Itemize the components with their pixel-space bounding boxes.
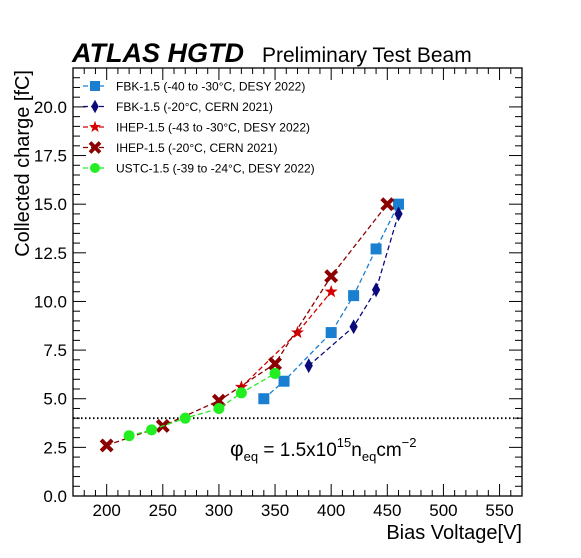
series-line-1 <box>308 213 400 367</box>
data-point-3-0 <box>99 438 114 453</box>
series-line-3 <box>106 203 388 447</box>
y-tick-label: 2.5 <box>43 438 67 457</box>
data-point-3-2 <box>211 393 226 408</box>
data-point-4-1 <box>146 424 158 436</box>
legend-marker-2 <box>89 120 101 133</box>
experiment-label: ATLAS HGTD <box>71 38 244 68</box>
plot-area: 200 250 300 350 400 450 500 550 0.0 2.5 5.0 7.5 10.0… <box>34 67 523 520</box>
data-point-4-5 <box>269 367 281 379</box>
x-tick-label: 350 <box>261 501 289 520</box>
legend-label-4: USTC-1.5 (-39 to -24°C, DESY 2022) <box>116 162 315 176</box>
data-point-1-0 <box>304 358 313 374</box>
data-point-3-4 <box>324 269 339 284</box>
y-tick-label: 7.5 <box>43 341 67 360</box>
legend-label-0: FBK-1.5 (-40 to -30°C, DESY 2022) <box>116 80 305 94</box>
series-line-2 <box>240 291 332 388</box>
data-point-0-5 <box>393 198 405 210</box>
x-tick-label: 200 <box>92 501 120 520</box>
legend-marker-0 <box>90 81 100 91</box>
x-tick-label: 300 <box>205 501 233 520</box>
data-point-3-5 <box>380 197 395 212</box>
y-tick-label: 12.5 <box>34 244 67 263</box>
data-point-0-2 <box>325 327 337 339</box>
data-point-0-3 <box>348 290 360 302</box>
y-axis-title: Collected charge [fC] <box>12 70 34 257</box>
data-point-1-2 <box>371 282 381 298</box>
x-tick-label: 550 <box>485 501 513 520</box>
y-tick-label: 20.0 <box>34 98 67 117</box>
data-point-4-2 <box>179 412 191 424</box>
data-point-1-3 <box>394 206 403 222</box>
data-point-0-0 <box>258 393 270 405</box>
x-tick-label: 250 <box>149 501 177 520</box>
data-point-2-1 <box>290 325 305 339</box>
data-point-0-4 <box>370 243 382 255</box>
data-point-3-3 <box>268 356 283 371</box>
x-tick-label: 400 <box>317 501 345 520</box>
legend-marker-4 <box>90 163 100 173</box>
chart-subtitle: Preliminary Test Beam <box>262 44 472 67</box>
x-axis-title: Bias Voltage[V] <box>386 522 522 544</box>
y-tick-label: 17.5 <box>34 147 67 166</box>
legend-label-1: FBK-1.5 (-20°C, CERN 2021) <box>116 100 273 114</box>
legend-marker-3 <box>88 141 102 154</box>
data-point-4-4 <box>235 387 247 399</box>
y-tick-label: 10.0 <box>34 292 67 311</box>
data-point-0-1 <box>278 375 290 387</box>
data-point-1-1 <box>349 319 358 335</box>
legend-marker-1 <box>91 99 99 114</box>
legend-label-3: IHEP-1.5 (-20°C, CERN 2021) <box>116 141 278 155</box>
fluence-annotation: φeq = 1.5x1015neqcm−2 <box>230 435 416 464</box>
y-tick-label: 0.0 <box>43 487 67 506</box>
x-tick-label: 450 <box>373 501 401 520</box>
data-point-2-2 <box>324 284 338 298</box>
y-tick-label: 5.0 <box>43 390 67 409</box>
data-point-4-0 <box>123 430 135 442</box>
legend-label-2: IHEP-1.5 (-43 to -30°C, DESY 2022) <box>116 121 310 135</box>
y-tick-label: 15.0 <box>34 195 67 214</box>
x-tick-label: 500 <box>429 501 457 520</box>
data-point-4-3 <box>213 402 225 414</box>
series-line-0 <box>263 203 400 400</box>
